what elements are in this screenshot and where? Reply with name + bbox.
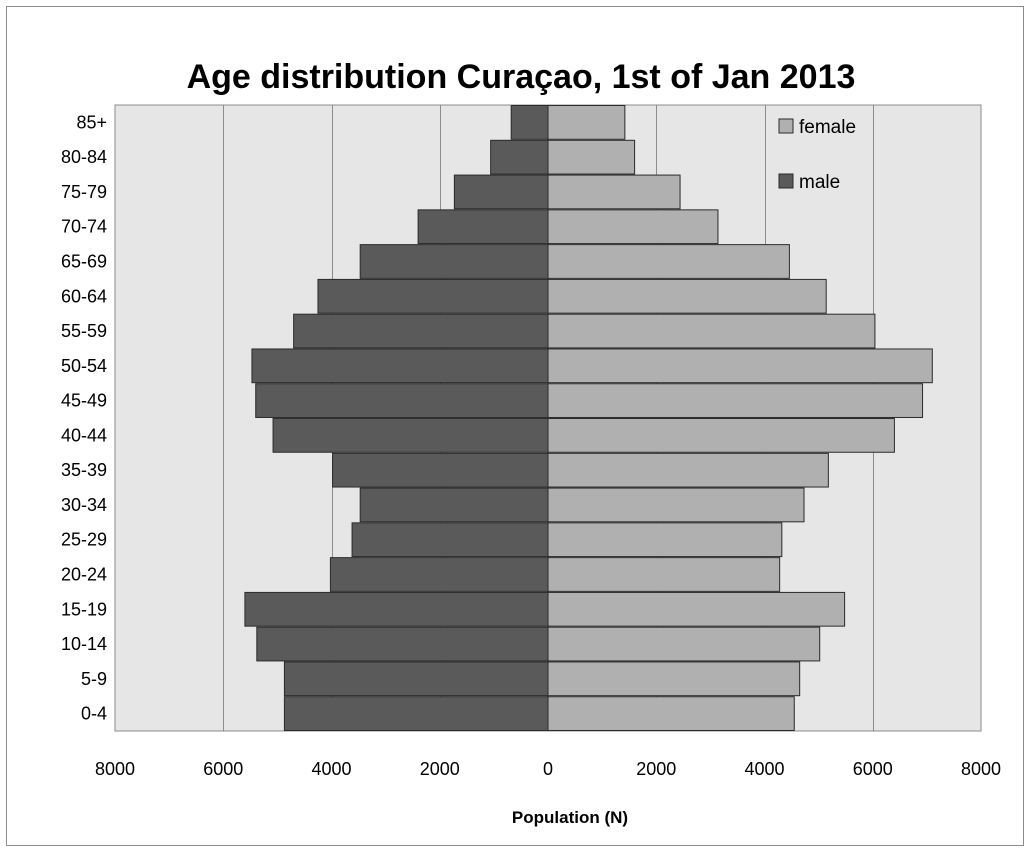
x-axis-title: Population (N) [512,808,628,827]
bar-male-85+ [510,105,549,140]
bar-male-20-24 [329,557,549,592]
bar-female-55-59 [547,313,876,349]
x-tick-label: 6000 [203,759,243,779]
bar-female-35-39 [547,452,829,488]
bar-male-75-79 [453,174,549,210]
bar-male-10-14 [256,626,549,662]
bar-female-60-64 [547,278,827,314]
y-tick-label: 30-34 [61,495,107,515]
legend-label-male: male [799,172,840,193]
y-tick-label: 85+ [76,112,107,132]
bar-female-25-29 [547,522,783,558]
bar-male-45-49 [255,383,549,418]
bar-male-30-34 [359,487,549,523]
bar-male-55-59 [293,313,549,349]
y-tick-label: 70-74 [61,217,107,237]
bar-male-60-64 [317,278,549,314]
bar-male-25-29 [351,522,549,558]
y-tick-label: 75-79 [61,182,107,202]
y-tick-label: 10-14 [61,634,107,654]
x-tick-label: 8000 [95,759,135,779]
legend-swatch-female [778,118,794,134]
bar-female-20-24 [547,557,781,592]
bar-male-5-9 [283,661,549,697]
x-tick-label: 4000 [311,759,351,779]
bar-female-65-69 [547,244,790,279]
bar-male-80-84 [490,139,549,175]
x-tick-label: 6000 [853,759,893,779]
bar-female-5-9 [547,661,801,697]
bar-male-15-19 [244,591,549,627]
bar-female-70-74 [547,209,719,245]
y-tick-label: 45-49 [61,391,107,411]
bar-male-65-69 [359,244,549,279]
bar-female-50-54 [547,348,933,384]
x-tick-label: 0 [543,759,553,779]
y-tick-label: 5-9 [81,669,107,689]
legend-label-female: female [799,117,856,138]
bar-male-50-54 [251,348,549,384]
bar-female-40-44 [547,418,895,453]
bar-male-70-74 [417,209,549,245]
bar-female-15-19 [547,591,846,627]
y-tick-label: 15-19 [61,599,107,619]
legend-swatch-male [778,173,794,189]
bar-female-75-79 [547,174,681,210]
bar-female-0-4 [547,696,795,731]
y-tick-label: 50-54 [61,356,107,376]
bar-female-80-84 [547,139,636,175]
x-tick-label: 8000 [961,759,1001,779]
y-tick-label: 60-64 [61,286,107,306]
chart-title: Age distribution Curaçao, 1st of Jan 201… [187,58,856,96]
y-tick-label: 20-24 [61,565,107,585]
bar-male-0-4 [283,696,549,731]
y-tick-label: 0-4 [81,704,107,724]
x-tick-label: 2000 [420,759,460,779]
x-tick-label: 4000 [744,759,784,779]
bar-female-10-14 [547,626,821,662]
bar-female-45-49 [547,383,924,418]
bar-female-85+ [547,105,626,140]
y-tick-label: 55-59 [61,321,107,341]
y-tick-label: 35-39 [61,460,107,480]
bar-female-30-34 [547,487,805,523]
y-tick-label: 80-84 [61,147,107,167]
y-tick-label: 25-29 [61,530,107,550]
x-tick-label: 2000 [636,759,676,779]
bar-male-40-44 [272,418,549,453]
bar-male-35-39 [332,452,549,488]
y-tick-label: 65-69 [61,252,107,272]
y-tick-label: 40-44 [61,425,107,445]
